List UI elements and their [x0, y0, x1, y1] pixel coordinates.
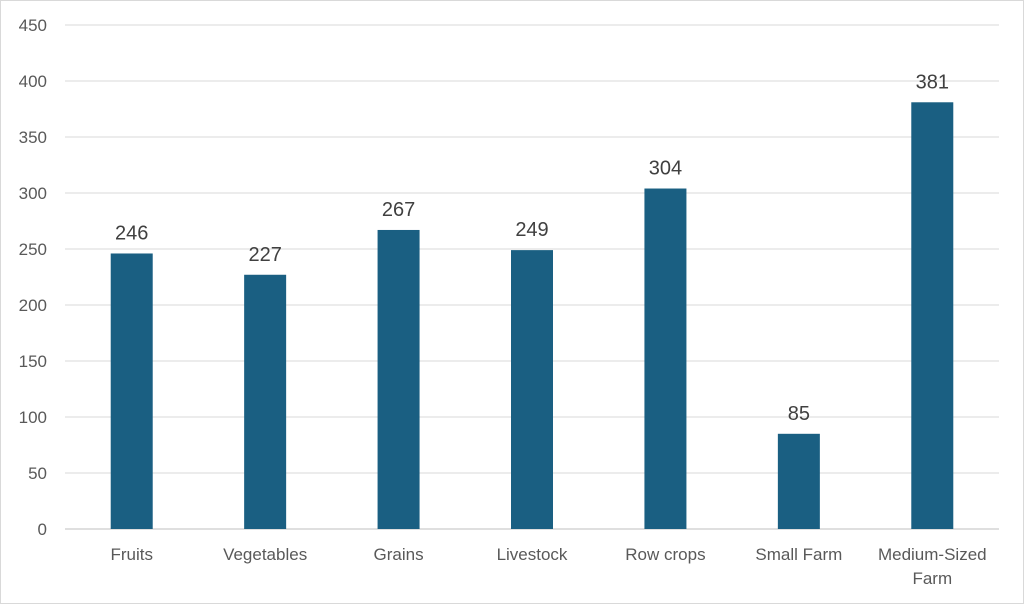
x-tick-label: Fruits [110, 545, 153, 564]
x-tick-label: Grains [374, 545, 424, 564]
y-tick-label: 50 [28, 464, 47, 483]
x-axis: Fruits Vegetables Grains Livestock Row crops… [110, 545, 986, 588]
data-label: 304 [649, 158, 682, 180]
y-tick-label: 150 [19, 352, 47, 371]
x-tick-label: Row crops [625, 545, 705, 564]
y-tick-label: 300 [19, 184, 47, 203]
y-tick-label: 100 [19, 408, 47, 427]
x-tick-label: Farm [912, 569, 952, 588]
data-label: 227 [248, 244, 281, 266]
y-tick-label: 400 [19, 72, 47, 91]
x-tick-label: Livestock [497, 545, 568, 564]
y-tick-label: 200 [19, 296, 47, 315]
y-tick-label: 350 [19, 128, 47, 147]
x-tick-label: Vegetables [223, 545, 307, 564]
data-label: 249 [515, 219, 548, 241]
y-tick-label: 450 [19, 16, 47, 35]
y-tick-label: 0 [38, 520, 47, 539]
data-label: 267 [382, 199, 415, 221]
x-tick-label: Small Farm [755, 545, 842, 564]
data-label: 85 [788, 403, 810, 425]
data-label: 381 [916, 71, 949, 93]
bar [511, 250, 553, 529]
bar [377, 229, 420, 529]
bar [244, 274, 287, 529]
y-tick-label: 250 [19, 240, 47, 259]
data-labels: 246 227 267 249 304 85 381 [115, 71, 949, 425]
y-axis: 0 50 100 150 200 250 300 350 400 450 [19, 16, 47, 539]
bar [777, 433, 820, 529]
data-label: 246 [115, 222, 148, 244]
bar [911, 102, 954, 529]
bar [644, 188, 687, 529]
bar [110, 253, 153, 530]
bars [110, 102, 954, 530]
x-tick-label: Medium-Sized [878, 545, 987, 564]
